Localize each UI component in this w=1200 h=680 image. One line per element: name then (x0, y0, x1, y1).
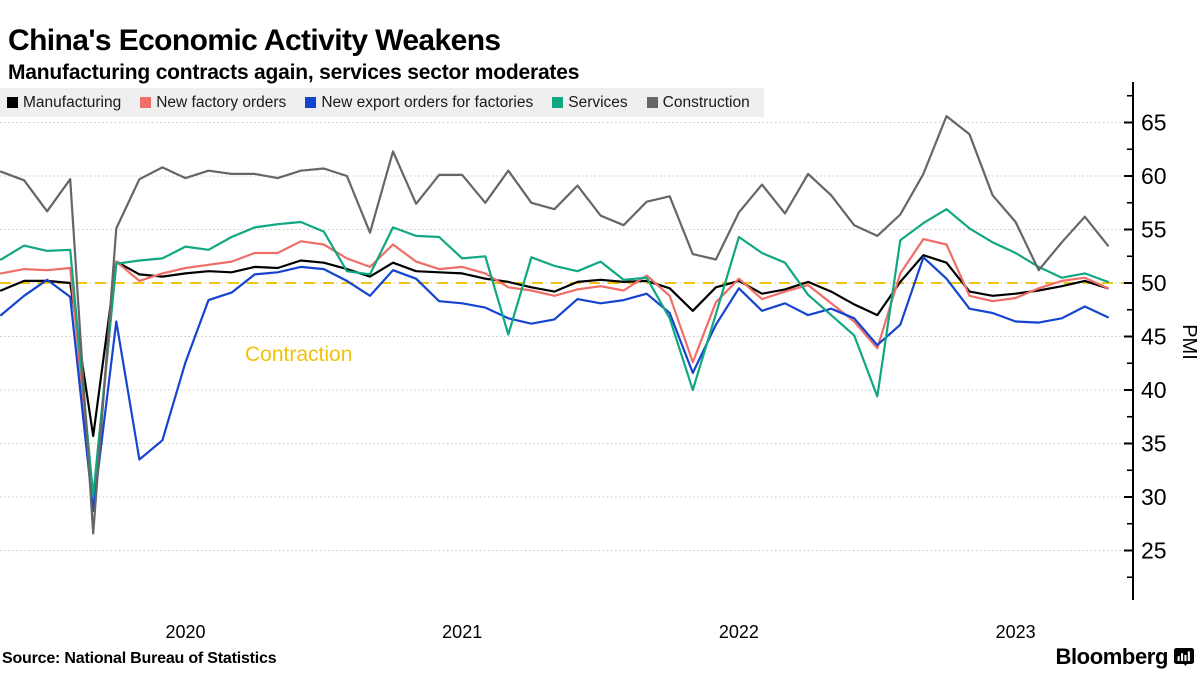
series-line-construction (0, 114, 1110, 535)
y-axis-tick-label: 35 (1141, 431, 1167, 457)
y-axis-tick-label: 60 (1141, 163, 1167, 189)
legend-swatch-construction (646, 97, 658, 108)
contraction-annotation: Contraction (245, 343, 352, 366)
legend-swatch-new-factory-orders (140, 97, 152, 108)
legend-item: New factory orders (140, 94, 286, 112)
legend-item: Manufacturing (7, 94, 121, 112)
x-axis-year-label: 2020 (165, 622, 205, 642)
legend-label: Construction (662, 93, 750, 111)
bloomberg-wordmark: Bloomberg (1055, 644, 1168, 669)
x-axis-year-label: 2021 (442, 622, 482, 642)
legend-item: New export orders for factories (305, 94, 533, 112)
chart-title: China's Economic Activity Weakens (8, 24, 501, 58)
chart-area: Contraction 25 30 35 40 45 50 55 60 65 PMI 2020 2021… (0, 80, 1200, 675)
chart-legend: Manufacturing New factory orders New expor… (0, 88, 764, 117)
y-axis-tick-label: 40 (1141, 377, 1167, 403)
chart-subtitle: Manufacturing contracts again, services … (8, 61, 580, 85)
legend-label: Services (568, 93, 628, 111)
y-axis-tick-label: 50 (1141, 270, 1167, 296)
x-axis-year-label: 2023 (996, 622, 1036, 642)
series-line-services (0, 208, 1110, 497)
x-axis-year-label: 2022 (719, 622, 759, 642)
legend-item: Construction (646, 93, 750, 112)
series-line-new-factory-orders (0, 238, 1110, 506)
legend-swatch-manufacturing (7, 97, 18, 108)
legend-swatch-new-export-orders-for-factories (305, 97, 317, 108)
series-line-manufacturing (0, 254, 1110, 438)
bloomberg-terminal-icon (1174, 648, 1194, 666)
source-text: Source: National Bureau of Statistics (2, 650, 277, 667)
y-axis-tick-label: 55 (1141, 217, 1167, 243)
legend-swatch-services (552, 97, 564, 108)
legend-label: New export orders for factories (321, 93, 534, 111)
y-axis-tick-label: 30 (1141, 484, 1167, 510)
series-line-new-export-orders-for-factories (0, 256, 1110, 512)
legend-label: New factory orders (156, 93, 287, 111)
y-axis-tick-label: 25 (1141, 538, 1167, 564)
pmi-line-chart: Contraction 25 30 35 40 45 50 55 60 65 PMI 2020 2021… (0, 82, 1200, 642)
y-axis-tick-label: 45 (1141, 324, 1167, 350)
y-axis-title: PMI (1178, 324, 1200, 360)
legend-label: Manufacturing (23, 93, 122, 111)
legend-item: Services (552, 93, 628, 112)
y-axis-tick-label: 65 (1141, 110, 1167, 136)
bloomberg-logo: Bloomberg (1055, 644, 1194, 670)
